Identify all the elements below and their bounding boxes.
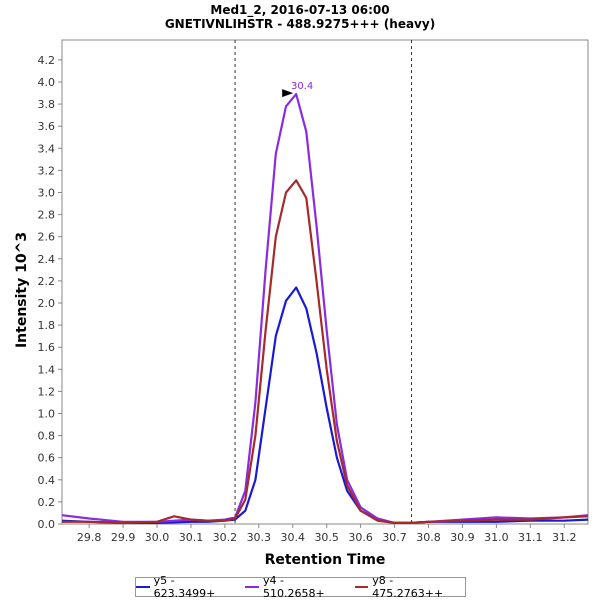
- x-tick-label: 31.2: [552, 531, 577, 544]
- y-axis: 0.0 0.2 0.4 0.6 0.8 1.0 1.2 1.4 1.6 1.8 2.0 2.2 2.4 2…: [38, 54, 62, 531]
- x-tick-label: 30.9: [450, 531, 475, 544]
- y-tick-label: 4.0: [38, 76, 56, 89]
- y-tick-label: 0.6: [38, 452, 56, 465]
- legend-item: y5 - 623.3499+: [136, 574, 237, 600]
- x-tick-label: 30.5: [314, 531, 339, 544]
- y-tick-label: 2.6: [38, 231, 56, 244]
- y-tick-label: 2.4: [38, 253, 56, 266]
- y-axis-label: Intensity 10^3: [14, 232, 30, 348]
- y-tick-label: 3.8: [38, 98, 56, 111]
- x-tick-label: 30.3: [247, 531, 272, 544]
- y-tick-label: 0.4: [38, 474, 56, 487]
- legend-label: y4 - 510.2658+: [262, 574, 325, 600]
- series-line: [62, 179, 589, 525]
- y-tick-label: 3.2: [38, 164, 56, 177]
- x-tick-label: 30.0: [145, 531, 170, 544]
- x-tick-label: 30.4: [281, 531, 306, 544]
- x-tick-label: 31.1: [518, 531, 543, 544]
- y-tick-label: 4.2: [38, 54, 56, 67]
- y-tick-label: 1.6: [38, 341, 56, 354]
- x-axis: 29.8 29.9 30.0 30.1 30.2 30.3 30.4 30.5 30.6 30.7…: [77, 524, 577, 544]
- y-tick-label: 0.2: [38, 496, 56, 509]
- legend-swatch: [245, 586, 259, 588]
- legend-label: y8 - 475.2763++: [372, 574, 444, 600]
- peak-marker-icon: [282, 89, 294, 98]
- y-tick-label: 1.2: [38, 385, 56, 398]
- x-tick-label: 30.1: [179, 531, 204, 544]
- x-tick-label: 29.9: [111, 531, 136, 544]
- y-tick-label: 1.4: [38, 363, 56, 376]
- x-tick-label: 29.8: [77, 531, 102, 544]
- y-tick-label: 3.0: [38, 186, 56, 199]
- y-tick-label: 2.2: [38, 275, 56, 288]
- y-tick-label: 0.8: [38, 430, 56, 443]
- legend-item: y8 - 475.2763++: [354, 574, 465, 600]
- peak-annotation-label: 30.4: [291, 81, 313, 92]
- legend-swatch: [136, 586, 150, 588]
- y-tick-label: 2.8: [38, 209, 56, 222]
- legend-label: y5 - 623.3499+: [153, 574, 216, 600]
- legend: y5 - 623.3499+ y4 - 510.2658+ y8 - 475.276…: [135, 574, 466, 600]
- chart-subtitle: GNETIVNLIHSTR - 488.9275+++ (heavy): [165, 17, 435, 31]
- y-tick-label: 0.0: [38, 518, 56, 531]
- y-tick-label: 3.4: [38, 142, 56, 155]
- chart-title: Med1_2, 2016-07-13 06:00: [210, 3, 389, 18]
- legend-swatch: [354, 586, 369, 588]
- y-tick-label: 1.0: [38, 407, 56, 420]
- legend-item: y4 - 510.2658+: [245, 574, 346, 600]
- x-tick-label: 30.8: [416, 531, 441, 544]
- x-tick-label: 30.2: [213, 531, 238, 544]
- peak-boundaries: [234, 40, 413, 524]
- y-tick-label: 3.6: [38, 120, 56, 133]
- x-tick-label: 30.6: [348, 531, 373, 544]
- y-tick-label: 1.8: [38, 319, 56, 332]
- y-tick-label: 2.0: [38, 297, 56, 310]
- annotation-layer: 30.4: [282, 81, 313, 98]
- x-tick-label: 30.7: [382, 531, 407, 544]
- series-layer: [61, 92, 589, 525]
- x-axis-label: Retention Time: [265, 552, 386, 568]
- x-tick-label: 31.0: [484, 531, 509, 544]
- plot-area: [61, 39, 589, 525]
